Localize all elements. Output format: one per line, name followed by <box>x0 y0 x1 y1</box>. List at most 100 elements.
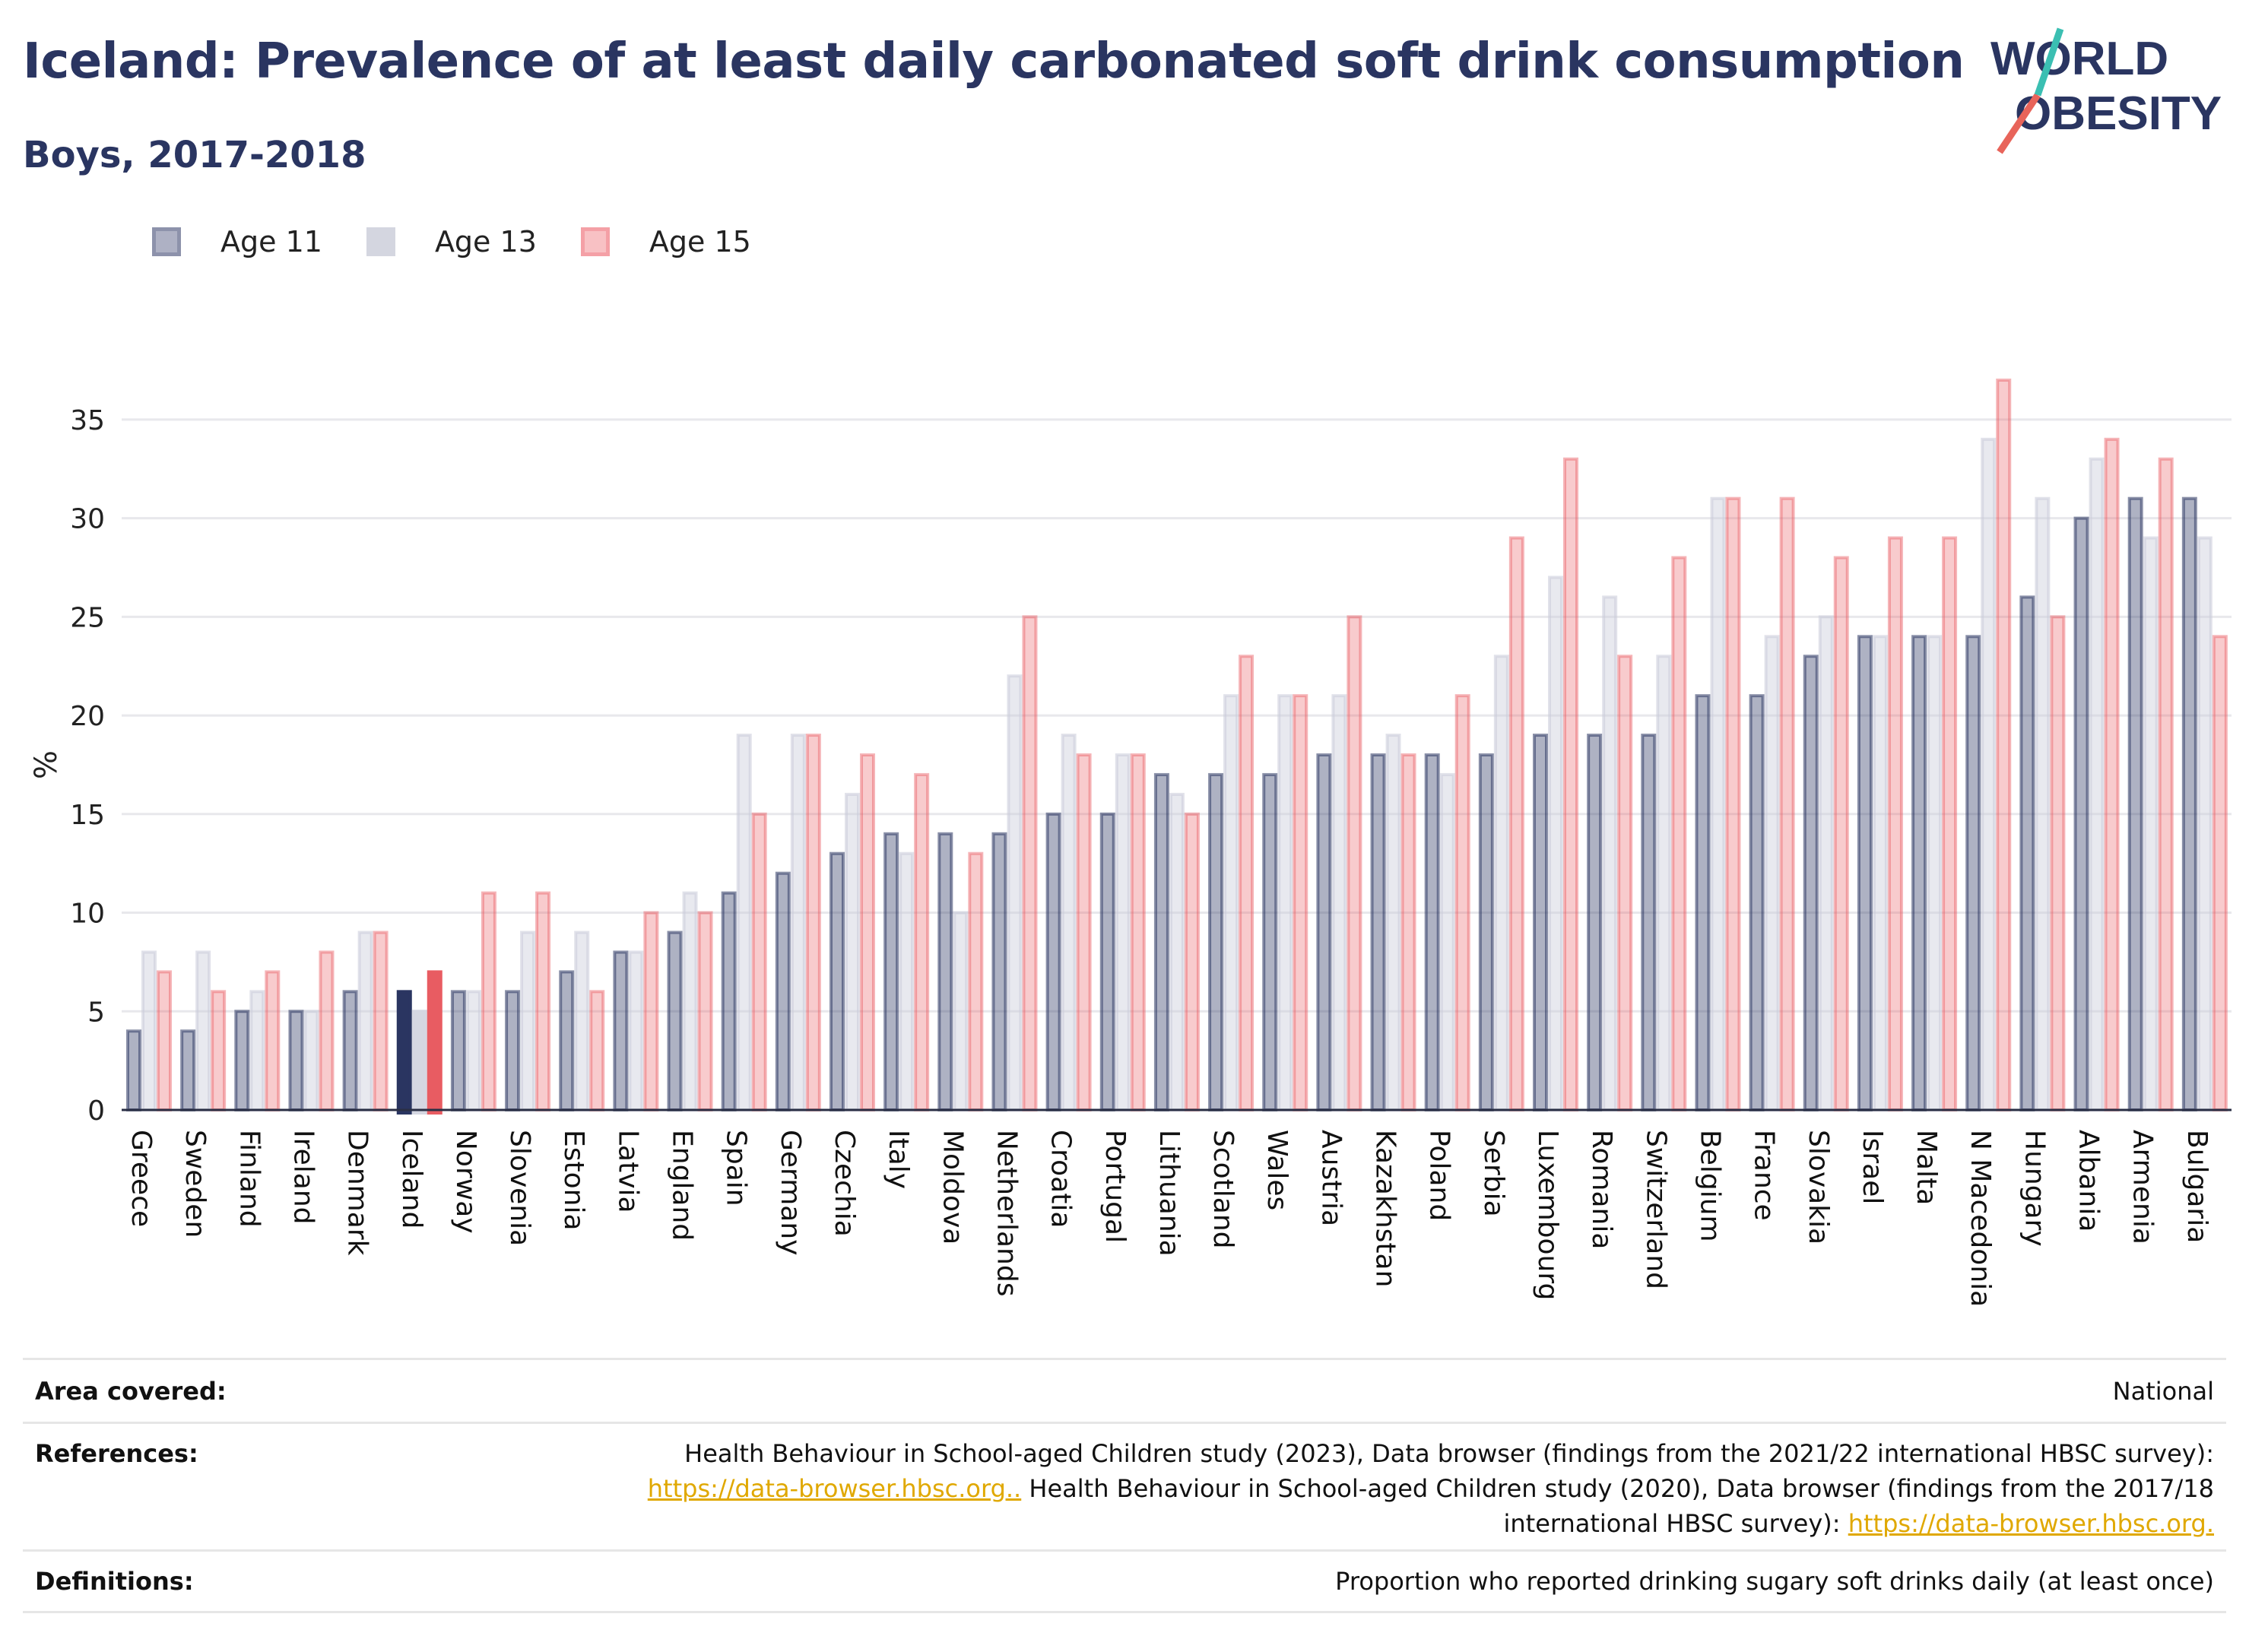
svg-text:OBESITY: OBESITY <box>2015 87 2222 140</box>
bar-chart: 0 5 10 15 20 25 30 35% Greece Sweden Finland Irelan… <box>29 379 2232 1307</box>
bar-age-15-bulgaria <box>2212 635 2228 1111</box>
bar-age-15-romania <box>1617 655 1633 1111</box>
bar-age-13-croatia <box>1061 734 1077 1111</box>
bar-age-13-norway <box>465 990 481 1112</box>
y-tick-label: 35 <box>70 405 105 436</box>
bar-age-15-belgium <box>1725 496 1741 1111</box>
footer-row-area: Area covered: National <box>23 1358 2226 1422</box>
bar-age-11-slovakia <box>1803 655 1819 1111</box>
bar-age-15-ireland <box>319 950 335 1111</box>
bar-age-11-netherlands <box>991 832 1007 1111</box>
x-tick-label: Czechia <box>829 1130 860 1237</box>
bar-age-15-spain <box>751 812 767 1111</box>
bar-age-15-greece <box>157 970 172 1112</box>
bar-age-15-moldova <box>968 851 984 1112</box>
x-tick-label: Lithuania <box>1153 1130 1185 1257</box>
bar-age-13-sweden <box>195 950 211 1111</box>
y-tick-label: 25 <box>70 602 105 633</box>
y-tick-label: 0 <box>87 1096 105 1127</box>
bar-age-15-lithuania <box>1184 812 1200 1111</box>
chart-legend: Age 11 Age 13 Age 15 <box>152 225 795 258</box>
bar-age-13-switzerland <box>1656 655 1672 1111</box>
bar-age-15-slovakia <box>1833 556 1849 1111</box>
bar-age-11-hungary <box>2019 595 2035 1111</box>
bar-age-11-sweden <box>180 1029 196 1111</box>
y-axis-label: % <box>29 750 64 779</box>
x-tick-label: Denmark <box>342 1130 373 1256</box>
chart-footer: Area covered: National References: Healt… <box>23 1358 2226 1613</box>
bar-age-11-switzerland <box>1641 734 1657 1111</box>
bar-age-11-finland <box>234 1010 250 1111</box>
bar-age-13-finland <box>249 990 265 1112</box>
x-tick-label: Romania <box>1586 1130 1617 1249</box>
x-tick-label: Poland <box>1424 1130 1455 1221</box>
x-tick-label: Switzerland <box>1640 1130 1671 1289</box>
x-tick-label: Serbia <box>1478 1130 1509 1217</box>
bar-age-11-latvia <box>613 950 629 1111</box>
bar-age-15-scotland <box>1239 655 1255 1111</box>
x-tick-label: Luxembourg <box>1532 1130 1563 1300</box>
x-tick-label: Ireland <box>287 1130 319 1225</box>
bar-age-13-germany <box>790 734 806 1111</box>
x-tick-label: Finland <box>233 1130 265 1228</box>
bar-age-15-england <box>697 911 713 1111</box>
x-tick-label: Portugal <box>1099 1130 1131 1243</box>
bar-age-11-wales <box>1262 772 1278 1112</box>
bar-age-13-n-macedonia <box>1981 437 1997 1111</box>
bar-age-13-iceland <box>411 1010 427 1115</box>
definitions-value: Proportion who reported drinking sugary … <box>1335 1567 2214 1596</box>
bar-age-13-moldova <box>953 911 969 1111</box>
y-tick-label: 20 <box>70 701 105 732</box>
reference-link-1[interactable]: https://data-browser.hbsc.org.. <box>647 1474 1022 1503</box>
bar-age-15-sweden <box>211 990 227 1112</box>
y-tick-label: 5 <box>87 997 105 1028</box>
bar-age-15-hungary <box>2050 615 2066 1111</box>
bar-age-13-austria <box>1331 694 1347 1111</box>
bar-age-11-czechia <box>829 851 845 1112</box>
bar-age-15-wales <box>1293 694 1308 1111</box>
bar-age-15-netherlands <box>1022 615 1038 1111</box>
bar-age-13-kazakhstan <box>1385 734 1401 1111</box>
legend-swatch-age-15 <box>580 227 610 256</box>
x-tick-label: Scotland <box>1207 1130 1239 1249</box>
bar-age-15-croatia <box>1076 753 1092 1111</box>
legend-item-age-15: Age 15 <box>580 225 751 258</box>
x-tick-label: Bulgaria <box>2181 1130 2213 1243</box>
x-tick-label: Albania <box>2073 1130 2105 1232</box>
bar-age-11-greece <box>126 1029 141 1111</box>
x-tick-label: Iceland <box>396 1130 427 1229</box>
x-tick-label: Malta <box>1911 1130 1942 1205</box>
reference-link-2[interactable]: https://data-browser.hbsc.org. <box>1848 1509 2214 1538</box>
bar-age-15-germany <box>805 734 821 1111</box>
bar-age-11-albania <box>2073 516 2089 1111</box>
bar-age-13-belgium <box>1710 496 1726 1111</box>
bar-age-15-iceland <box>427 970 443 1115</box>
bar-age-11-n-macedonia <box>1965 635 1981 1111</box>
bar-age-13-luxembourg <box>1548 576 1563 1111</box>
references-label: References: <box>35 1439 198 1468</box>
bar-age-13-italy <box>899 851 915 1112</box>
x-tick-label: Germany <box>775 1130 806 1255</box>
x-tick-label: Austria <box>1315 1130 1347 1226</box>
reference-text-3: international HBSC survey): <box>1503 1509 1848 1538</box>
y-tick-label: 30 <box>70 504 105 535</box>
x-tick-label: Belgium <box>1694 1130 1725 1242</box>
bar-age-15-malta <box>1942 536 1958 1111</box>
bar-age-11-ireland <box>288 1010 304 1111</box>
x-tick-label: Greece <box>125 1130 157 1227</box>
bar-age-13-france <box>1764 635 1780 1111</box>
bar-age-13-ireland <box>303 1010 319 1111</box>
x-tick-label: N Macedonia <box>1965 1130 1996 1307</box>
bar-age-15-kazakhstan <box>1400 753 1416 1111</box>
bar-age-13-poland <box>1439 772 1455 1112</box>
world-obesity-logo: WORLD OBESITY <box>1990 27 2222 154</box>
bar-age-15-albania <box>2104 437 2120 1111</box>
bar-age-13-wales <box>1277 694 1293 1111</box>
x-tick-label: Estonia <box>558 1130 589 1231</box>
area-covered-value: National <box>2112 1376 2214 1406</box>
bar-age-11-france <box>1749 694 1765 1111</box>
bar-age-11-serbia <box>1478 753 1494 1111</box>
bar-age-15-israel <box>1887 536 1903 1111</box>
bar-age-13-albania <box>2089 457 2105 1111</box>
bar-age-13-slovakia <box>1818 615 1834 1111</box>
